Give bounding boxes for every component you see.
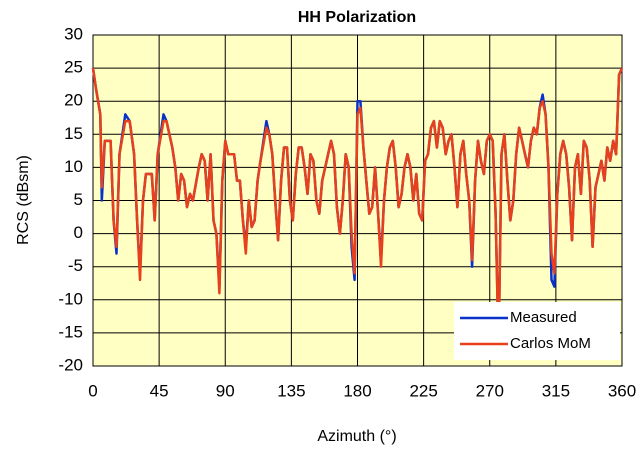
- y-tick-label: 5: [74, 190, 83, 209]
- series-line: [91, 67, 624, 355]
- x-tick-label: 90: [216, 381, 235, 400]
- y-tick-label: 0: [74, 223, 83, 242]
- y-tick-label: -10: [58, 289, 83, 308]
- legend-box: [454, 302, 620, 360]
- y-tick-label: -5: [68, 256, 83, 275]
- x-tick-label: 0: [88, 381, 97, 400]
- y-tick-label: 20: [64, 91, 83, 110]
- plot-border: [92, 34, 623, 367]
- y-tick-label: -15: [58, 322, 83, 341]
- y-tick-label: -20: [58, 355, 83, 374]
- y-tick-label: 25: [64, 58, 83, 77]
- y-tick-label: 30: [64, 24, 83, 43]
- legend-label: Carlos MoM: [510, 335, 591, 352]
- chart-title: HH Polarization: [298, 9, 416, 26]
- x-tick-label: 315: [542, 381, 570, 400]
- x-tick-label: 180: [343, 381, 371, 400]
- y-tick-label: 10: [64, 157, 83, 176]
- x-tick-label: 225: [409, 381, 437, 400]
- y-tick-label: 15: [64, 124, 83, 143]
- x-tick-label: 360: [608, 381, 636, 400]
- x-tick-label: 270: [476, 381, 504, 400]
- y-axis-label: RCS (dBsm): [15, 155, 32, 245]
- x-axis-label: Azimuth (°): [317, 428, 396, 445]
- legend-label: Measured: [510, 309, 577, 326]
- x-tick-label: 45: [150, 381, 169, 400]
- x-tick-label: 135: [277, 381, 305, 400]
